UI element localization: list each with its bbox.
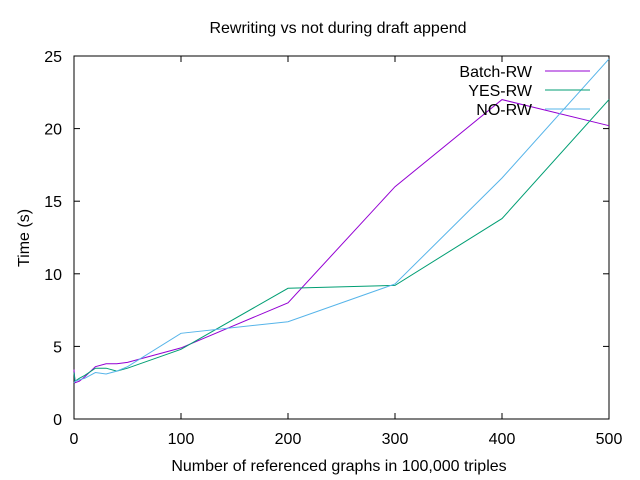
x-tick-label: 300 bbox=[382, 431, 409, 448]
y-tick-label: 20 bbox=[44, 122, 62, 139]
axis-ticks: 0 100 200 300 400 500 0 5 10 15 20 25 bbox=[44, 49, 622, 448]
x-tick-label: 500 bbox=[596, 431, 623, 448]
y-tick-label: 15 bbox=[44, 194, 62, 211]
legend-label: YES-RW bbox=[468, 83, 533, 100]
y-tick-label: 10 bbox=[44, 267, 62, 284]
chart-title: Rewriting vs not during draft append bbox=[209, 20, 466, 37]
legend-label: Batch-RW bbox=[459, 64, 533, 81]
y-axis-title: Time (s) bbox=[16, 209, 33, 267]
x-tick-label: 400 bbox=[489, 431, 516, 448]
series-line-no-rw bbox=[73, 58, 610, 383]
x-tick-label: 200 bbox=[275, 431, 302, 448]
plot-frame bbox=[73, 55, 610, 420]
series-line-yes-rw bbox=[73, 99, 610, 383]
x-axis-title: Number of referenced graphs in 100,000 t… bbox=[171, 458, 506, 475]
series-lines bbox=[73, 58, 610, 384]
legend: Batch-RW YES-RW NO-RW bbox=[459, 64, 590, 119]
y-tick-label: 5 bbox=[53, 339, 62, 356]
legend-label: NO-RW bbox=[476, 102, 533, 119]
series-line-batch-rw bbox=[73, 99, 610, 384]
x-tick-label: 100 bbox=[168, 431, 195, 448]
x-tick-label: 0 bbox=[70, 431, 79, 448]
y-tick-label: 0 bbox=[53, 412, 62, 429]
y-tick-label: 25 bbox=[44, 49, 62, 66]
plot-border bbox=[73, 55, 610, 420]
